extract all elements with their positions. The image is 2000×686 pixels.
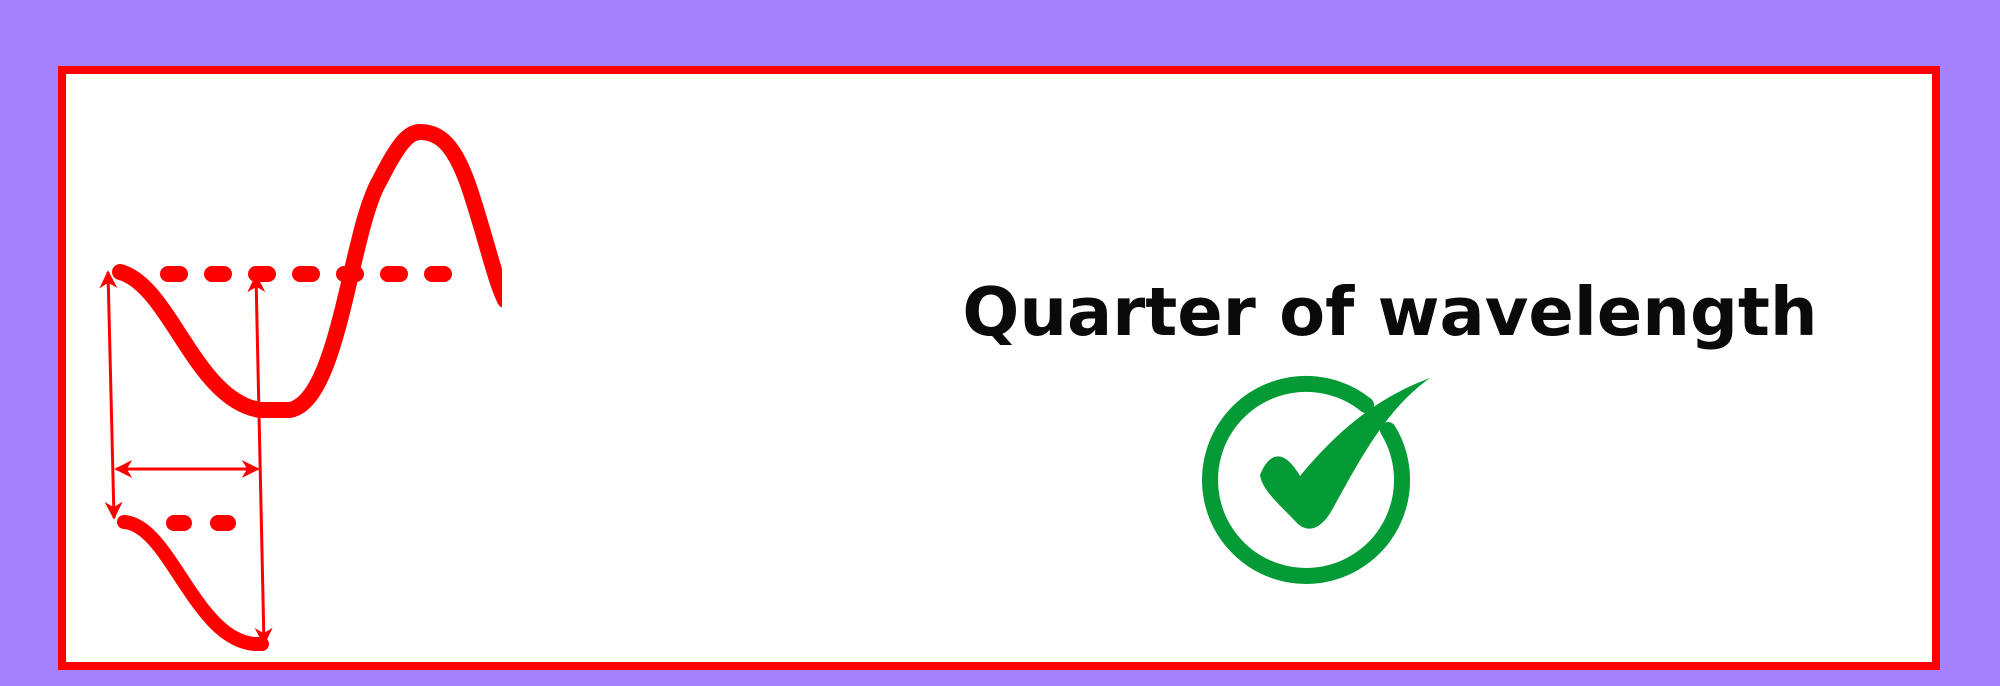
left-vertical-arrow — [99, 270, 123, 520]
diagram-caption: Quarter of wavelength — [962, 273, 1818, 351]
right-vertical-arrow — [247, 274, 273, 646]
main-wave — [112, 123, 502, 418]
check-circle-icon — [1202, 375, 1430, 584]
lower-wave — [117, 515, 269, 651]
diagram-card — [58, 66, 1940, 670]
